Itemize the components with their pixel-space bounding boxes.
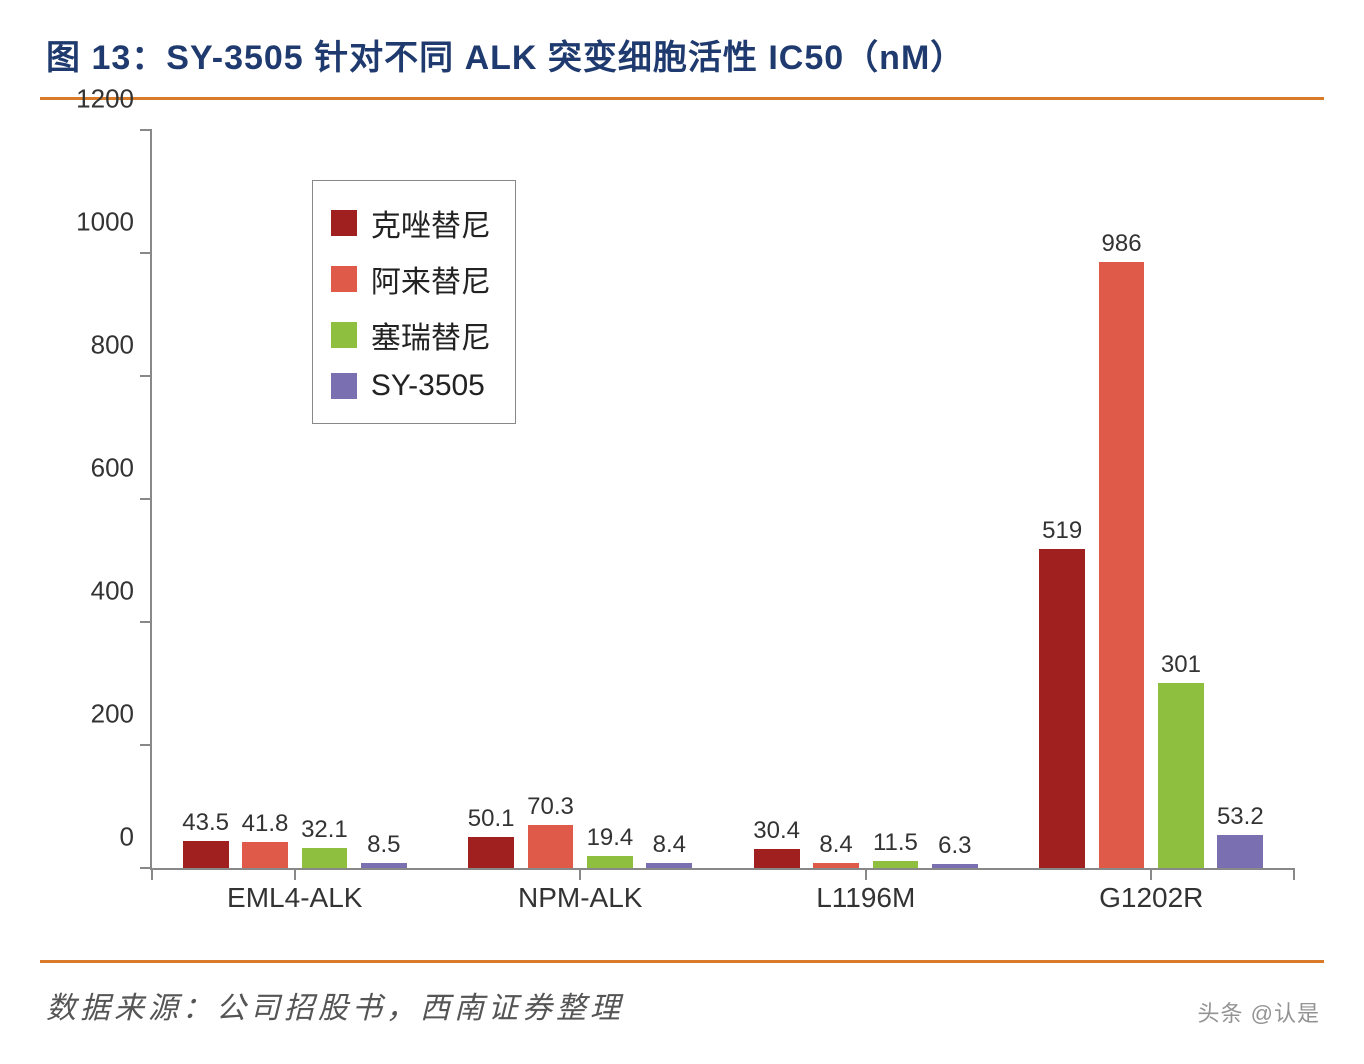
bar: 70.3	[528, 825, 574, 868]
legend-item: SY-3505	[331, 363, 491, 409]
y-tick	[140, 129, 152, 131]
bar: 519	[1039, 549, 1085, 868]
y-tick	[140, 744, 152, 746]
chart-area: 020040060080010001200EML4-ALK43.541.832.…	[40, 100, 1324, 960]
bar: 32.1	[302, 848, 348, 868]
y-tick-label: 400	[91, 576, 152, 607]
legend-item: 克唑替尼	[331, 195, 491, 251]
bar: 41.8	[242, 842, 288, 868]
y-tick	[140, 621, 152, 623]
bar: 53.2	[1217, 835, 1263, 868]
y-tick-label: 800	[91, 330, 152, 361]
plot-region: 020040060080010001200EML4-ALK43.541.832.…	[150, 130, 1294, 870]
bar-value-label: 11.5	[873, 829, 918, 861]
legend-item: 阿来替尼	[331, 251, 491, 307]
y-tick-label: 1200	[76, 84, 152, 115]
bar-value-label: 50.1	[468, 805, 515, 837]
y-tick-label: 200	[91, 699, 152, 730]
legend-label: 阿来替尼	[371, 257, 491, 301]
y-tick-label: 0	[120, 822, 152, 853]
x-tick-label: G1202R	[1099, 868, 1203, 914]
x-tick-label: EML4-ALK	[227, 868, 362, 914]
bar-value-label: 986	[1102, 230, 1142, 262]
legend-label: 克唑替尼	[371, 201, 491, 245]
bar-value-label: 41.8	[242, 810, 289, 842]
y-tick	[140, 498, 152, 500]
legend-swatch	[331, 210, 357, 236]
bar: 19.4	[587, 856, 633, 868]
bar-value-label: 19.4	[587, 824, 634, 856]
y-tick-label: 1000	[76, 207, 152, 238]
figure-container: 图 13：SY-3505 针对不同 ALK 突变细胞活性 IC50（nM） 0 2…	[0, 0, 1364, 1064]
chart-title: 图 13：SY-3505 针对不同 ALK 突变细胞活性 IC50（nM）	[40, 20, 1324, 97]
y-tick	[140, 252, 152, 254]
bar: 6.3	[932, 864, 978, 868]
legend: 克唑替尼阿来替尼塞瑞替尼 SY-3505	[312, 180, 516, 424]
bar-value-label: 8.4	[653, 831, 686, 863]
bar-value-label: 70.3	[527, 793, 574, 825]
y-tick-label: 600	[91, 453, 152, 484]
bar: 50.1	[468, 837, 514, 868]
bar: 8.4	[646, 863, 692, 868]
bar-value-label: 53.2	[1217, 803, 1264, 835]
bar: 301	[1158, 683, 1204, 868]
legend-swatch	[331, 322, 357, 348]
x-tick	[151, 868, 153, 880]
bar-value-label: 32.1	[301, 816, 348, 848]
bar-value-label: 8.5	[367, 831, 400, 863]
bar-value-label: 301	[1161, 651, 1201, 683]
x-tick	[1293, 868, 1295, 880]
x-tick-label: NPM-ALK	[518, 868, 642, 914]
legend-label: SY-3505	[371, 369, 485, 403]
bar-value-label: 30.4	[753, 817, 800, 849]
source-text: 数据来源：公司招股书，西南证券整理	[40, 963, 1324, 1027]
bar-value-label: 8.4	[819, 831, 852, 863]
bar: 30.4	[754, 849, 800, 868]
watermark-text: 头条 @认是	[1198, 996, 1320, 1028]
legend-swatch	[331, 266, 357, 292]
x-tick-label: L1196M	[816, 868, 915, 914]
bar: 8.4	[813, 863, 859, 868]
bar: 8.5	[361, 863, 407, 868]
bar: 11.5	[873, 861, 919, 868]
legend-item: 塞瑞替尼	[331, 307, 491, 363]
bar-value-label: 6.3	[938, 832, 971, 864]
bar-value-label: 519	[1042, 517, 1082, 549]
bar-value-label: 43.5	[182, 809, 229, 841]
bar: 43.5	[183, 841, 229, 868]
y-tick	[140, 375, 152, 377]
legend-label: 塞瑞替尼	[371, 313, 491, 357]
bar: 986	[1099, 262, 1145, 868]
legend-swatch	[331, 373, 357, 399]
